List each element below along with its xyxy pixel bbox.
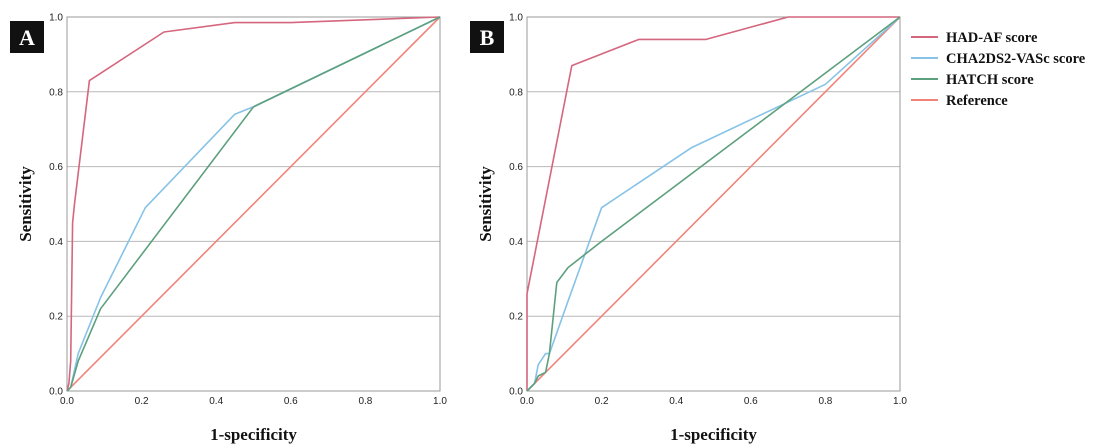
plot-frame — [66, 16, 441, 392]
legend-label: HATCH score — [946, 72, 1034, 88]
chart-legend: HAD-AF score CHA2DS2-VASc score HATCH scor… — [911, 30, 1086, 109]
x-tick-label: 1.0 — [433, 396, 447, 407]
legend-label: HAD-AF score — [946, 30, 1038, 46]
y-axis-label: Sensitivity — [476, 166, 495, 242]
panel-label: A — [19, 25, 35, 50]
series-line-hatch-score — [66, 16, 441, 392]
panel-label-badge — [10, 21, 44, 53]
y-tick-label: 0.4 — [49, 237, 63, 248]
series-line-cha2ds2-vasc-score — [526, 16, 901, 392]
legend-item: HATCH score — [911, 72, 1034, 88]
panel-label-badge — [470, 21, 504, 53]
y-tick-label: 0.6 — [49, 162, 63, 173]
x-tick-label: 0.2 — [595, 396, 609, 407]
panel-label: B — [480, 25, 495, 50]
y-axis-label: Sensitivity — [16, 166, 35, 242]
y-tick-label: 0.2 — [509, 312, 523, 323]
legend-item: CHA2DS2-VASc score — [911, 51, 1086, 67]
y-tick-label: 0.6 — [509, 162, 523, 173]
plot-frame — [526, 16, 901, 392]
chart-panel-b: 0.0 0.2 0.4 0.6 0.8 1.0 0.0 0.2 0.4 0.6 0.8 1.0 1-sp… — [470, 13, 907, 444]
x-tick-label: 0.8 — [358, 396, 372, 407]
chart-panels: 0.0 0.2 0.4 0.6 0.8 1.0 0.0 0.2 0.4 0.6 0.8 1.0 1-sp… — [10, 13, 907, 444]
legend-item: HAD-AF score — [911, 30, 1038, 46]
chart-panel-a: 0.0 0.2 0.4 0.6 0.8 1.0 0.0 0.2 0.4 0.6 0.8 1.0 1-sp… — [10, 13, 447, 444]
x-tick-label: 0.4 — [209, 396, 223, 407]
x-tick-label: 0.0 — [60, 396, 74, 407]
x-axis-label: 1-specificity — [670, 425, 757, 444]
series-line-reference — [526, 16, 901, 392]
x-tick-label: 0.6 — [284, 396, 298, 407]
y-tick-label: 0.0 — [49, 387, 63, 398]
x-tick-label: 0.8 — [818, 396, 832, 407]
x-axis-label: 1-specificity — [210, 425, 297, 444]
y-tick-label: 0.8 — [509, 87, 523, 98]
series-line-reference — [66, 16, 441, 392]
x-tick-label: 0.0 — [520, 396, 534, 407]
series-line-hatch-score — [526, 16, 901, 392]
y-tick-label: 0.2 — [49, 312, 63, 323]
x-tick-label: 0.4 — [669, 396, 683, 407]
y-tick-label: 0.0 — [509, 387, 523, 398]
series-line-had-af-score — [66, 16, 441, 392]
x-tick-label: 0.6 — [744, 396, 758, 407]
legend-item: Reference — [911, 93, 1008, 109]
series-line-had-af-score — [526, 16, 900, 391]
y-tick-label: 0.8 — [49, 87, 63, 98]
y-tick-label: 1.0 — [49, 13, 63, 24]
legend-label: CHA2DS2-VASc score — [946, 51, 1086, 67]
y-tick-label: 0.4 — [509, 237, 523, 248]
legend-label: Reference — [946, 93, 1008, 109]
y-tick-label: 1.0 — [509, 13, 523, 24]
x-tick-label: 0.2 — [135, 396, 149, 407]
x-tick-label: 1.0 — [893, 396, 907, 407]
